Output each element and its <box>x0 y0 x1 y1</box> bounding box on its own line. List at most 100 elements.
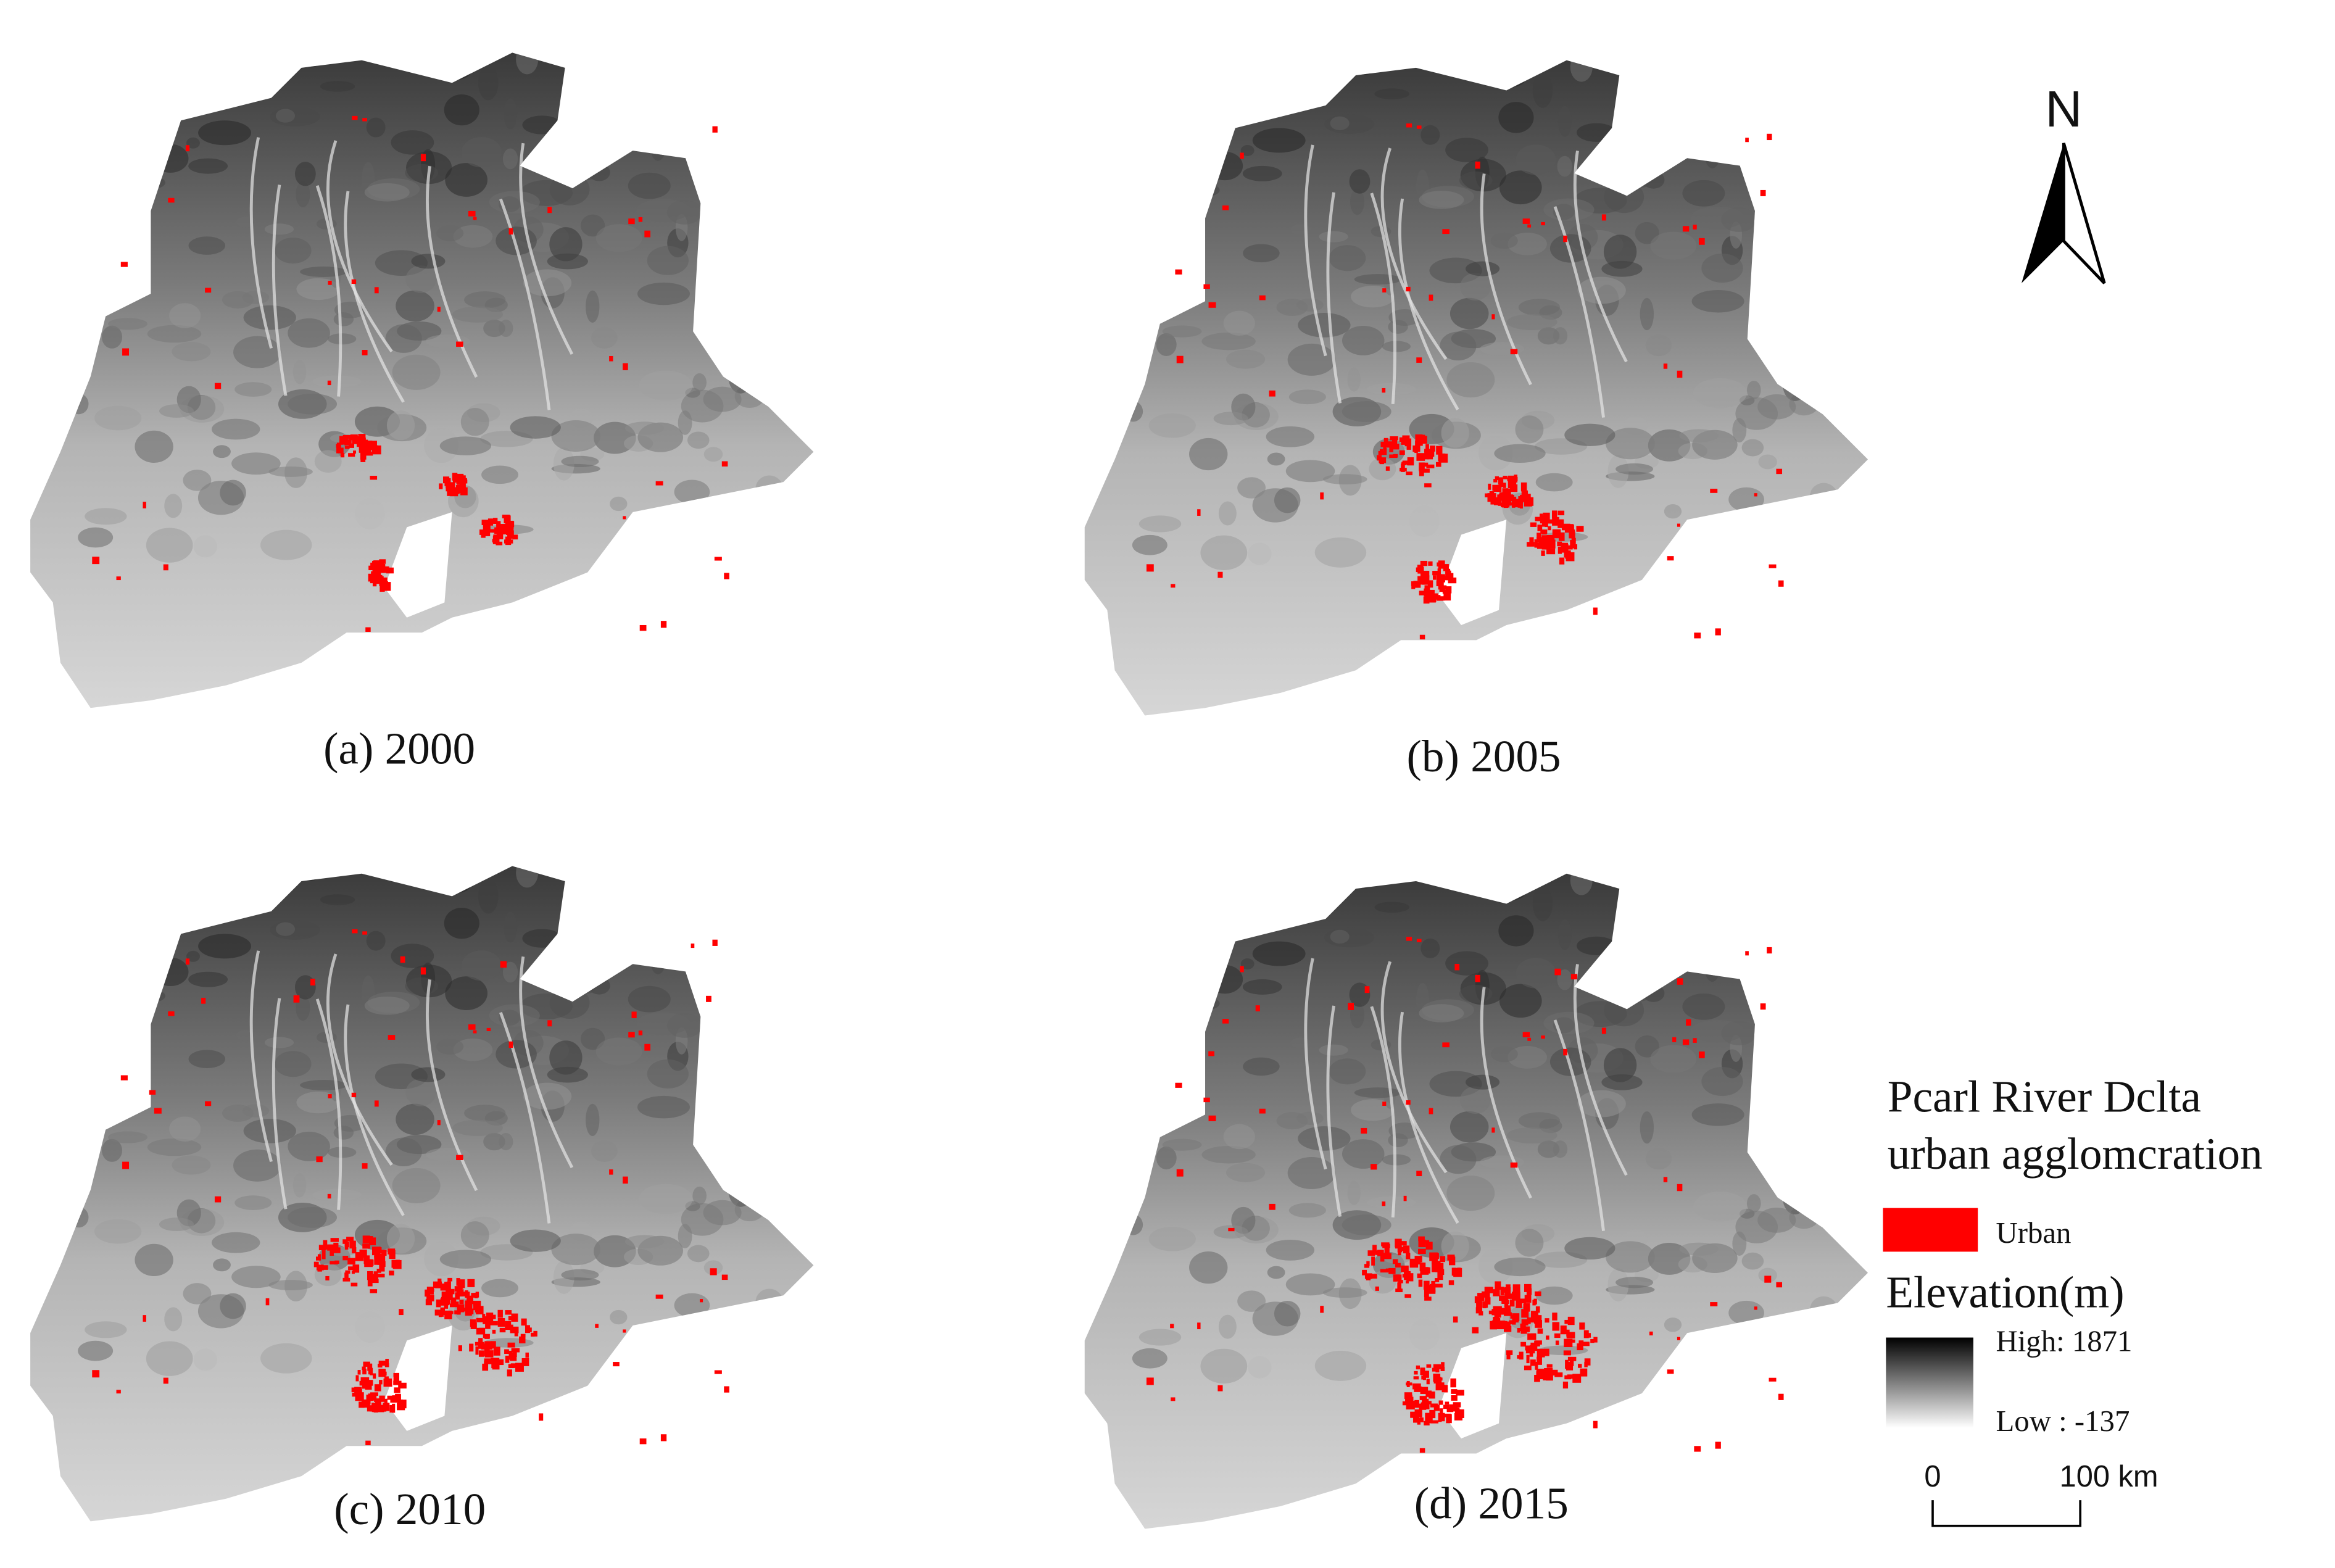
terrain-relief <box>396 1103 434 1135</box>
urban-patch <box>426 1287 434 1290</box>
urban-patch <box>1567 1356 1577 1361</box>
urban-patch <box>1432 575 1437 580</box>
urban-patch <box>1417 576 1424 581</box>
urban-patch <box>623 516 626 520</box>
urban-patch <box>1686 1019 1691 1026</box>
urban-patch <box>1535 516 1543 521</box>
terrain-relief <box>1557 106 1572 137</box>
terrain-relief <box>1148 413 1196 438</box>
terrain-relief <box>95 229 131 254</box>
urban-patch <box>1593 1337 1598 1343</box>
urban-patch <box>384 1376 389 1384</box>
urban-patch <box>1498 501 1502 506</box>
urban-patch <box>382 582 391 591</box>
terrain-relief <box>1506 313 1557 331</box>
terrain-relief <box>169 303 201 328</box>
urban-patch <box>1541 222 1545 226</box>
urban-patch <box>482 531 491 536</box>
urban-patch <box>1501 1296 1508 1301</box>
terrain-relief <box>755 104 787 127</box>
urban-patch <box>1406 1382 1412 1386</box>
terrain-relief <box>788 1342 814 1371</box>
map-panel <box>1084 60 1868 716</box>
terrain-relief <box>1110 201 1142 213</box>
urban-patch <box>349 443 355 448</box>
urban-patch <box>339 436 344 445</box>
terrain-relief <box>668 894 720 910</box>
urban-patch <box>459 481 466 488</box>
urban-patch <box>1495 1321 1501 1329</box>
urban-patch <box>1437 1271 1443 1280</box>
terrain-relief <box>1849 1073 1868 1090</box>
urban-patch <box>655 1294 663 1299</box>
urban-patch <box>469 1343 474 1352</box>
terrain-relief <box>1553 327 1568 345</box>
terrain-relief <box>1645 1148 1672 1170</box>
arrow-right <box>2062 143 2106 284</box>
urban-patch <box>1447 1255 1455 1261</box>
urban-patch <box>1519 499 1523 509</box>
terrain-relief <box>708 59 724 89</box>
urban-patch <box>1375 1286 1379 1291</box>
terrain-relief <box>1322 474 1367 485</box>
urban-patch <box>1677 370 1683 378</box>
urban-patch <box>1449 573 1454 579</box>
terrain-relief <box>108 895 127 930</box>
urban-patch <box>1511 499 1519 508</box>
urban-patch <box>712 126 718 133</box>
terrain-relief <box>523 1082 572 1110</box>
urban-patch <box>724 573 729 579</box>
urban-patch <box>345 1270 350 1274</box>
urban-patch <box>1420 560 1428 566</box>
north-label: N <box>2045 80 2082 138</box>
terrain-relief <box>95 1042 131 1067</box>
urban-patch <box>321 1250 326 1259</box>
urban-patch <box>1506 1350 1513 1355</box>
urban-patch <box>628 218 635 225</box>
terrain-relief <box>1732 1231 1747 1256</box>
urban-patch <box>1564 1338 1573 1348</box>
terrain-relief <box>96 230 139 254</box>
urban-patch <box>1555 1340 1559 1345</box>
urban-patch <box>366 443 372 450</box>
urban-patch <box>1499 481 1503 486</box>
terrain-relief <box>1084 1105 1117 1140</box>
terrain-relief <box>268 1280 313 1290</box>
terrain-relief <box>755 917 787 940</box>
urban-patch <box>330 1238 339 1242</box>
urban-patch <box>437 307 441 312</box>
urban-patch <box>1509 1320 1514 1324</box>
terrain-relief <box>296 181 310 207</box>
terrain-relief <box>1735 1351 1758 1366</box>
urban-areas <box>1146 123 1784 640</box>
urban-patch <box>478 1343 482 1349</box>
terrain-relief <box>587 106 612 116</box>
urban-patch <box>1406 286 1411 292</box>
urban-patch <box>1520 482 1527 492</box>
urban-patch <box>1546 1364 1553 1368</box>
urban-patch <box>1448 577 1457 584</box>
urban-patch <box>520 1334 526 1337</box>
urban-patch <box>1554 1372 1563 1377</box>
terrain-relief <box>152 144 189 173</box>
terrain-relief <box>1664 1317 1682 1332</box>
terrain-relief <box>1615 463 1654 475</box>
terrain-relief <box>705 1037 738 1064</box>
terrain-relief <box>1459 171 1493 189</box>
urban-patch <box>1485 1294 1489 1302</box>
urban-patch <box>437 1120 441 1126</box>
terrain-relief <box>1446 1176 1495 1211</box>
terrain-relief <box>1606 1241 1655 1273</box>
urban-areas <box>92 115 729 632</box>
terrain-relief <box>1782 94 1836 125</box>
urban-patch <box>1495 1281 1501 1290</box>
urban-patch <box>1425 1390 1432 1397</box>
urban-patch <box>1382 1101 1387 1106</box>
urban-patch <box>1538 1372 1545 1380</box>
terrain-relief <box>1329 245 1366 272</box>
terrain-relief <box>547 1066 588 1083</box>
urban-patch <box>1485 1300 1488 1308</box>
terrain-relief <box>629 508 684 539</box>
terrain-relief <box>292 360 307 384</box>
terrain-relief <box>30 1097 63 1133</box>
